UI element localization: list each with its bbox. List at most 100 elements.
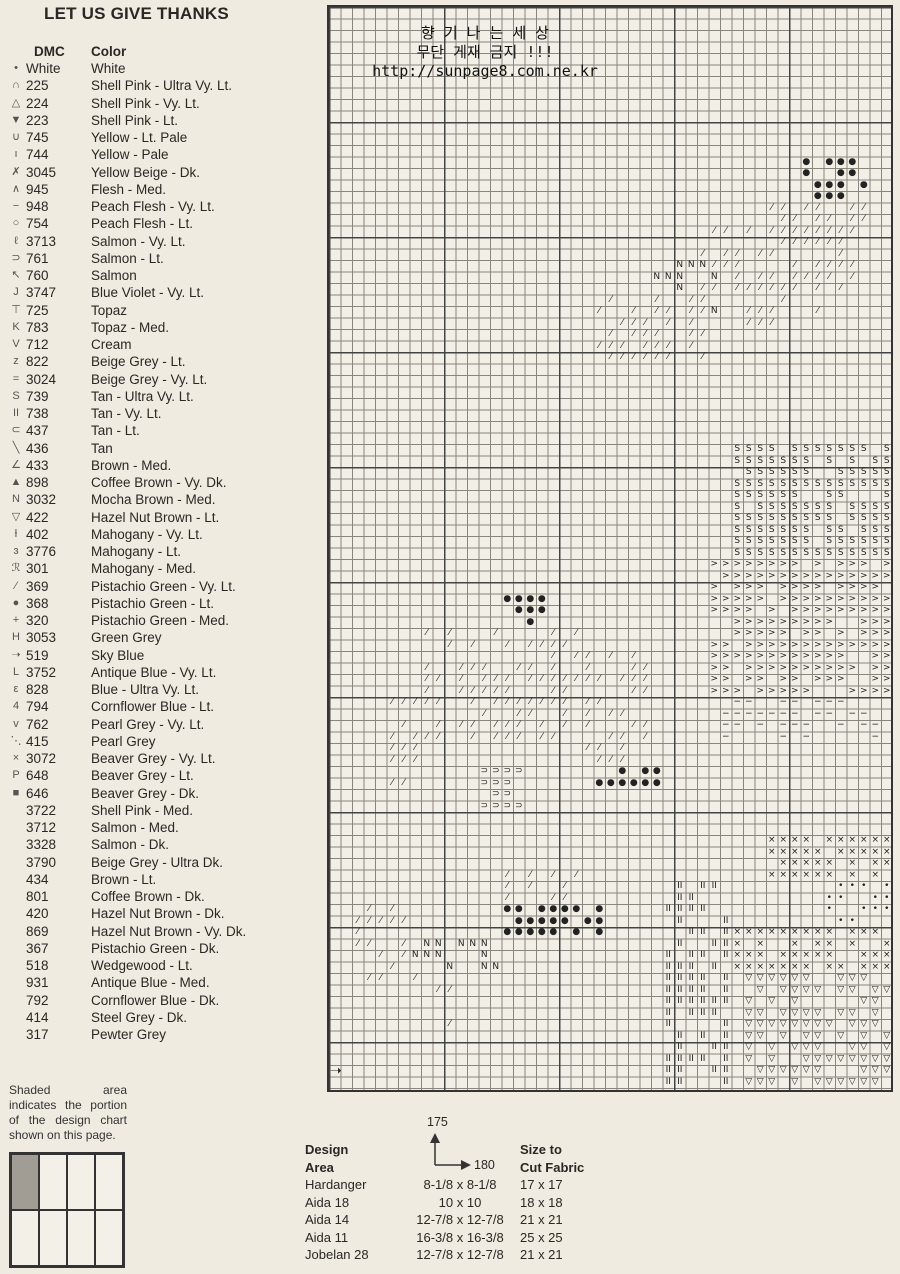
watermark: 향 기 나 는 세 상 무단 게재 금지 !!! http://sunpage8… bbox=[355, 24, 615, 81]
stitch-mark: ⁄ bbox=[414, 973, 416, 983]
stitch-mark: ▽ bbox=[768, 1042, 776, 1052]
stitch-mark: × bbox=[825, 938, 834, 949]
stitch-mark: S bbox=[872, 501, 879, 512]
stitch-mark: II bbox=[711, 1042, 717, 1052]
stitch-mark: S bbox=[745, 455, 752, 466]
stitch-mark: > bbox=[710, 639, 719, 650]
stitch-mark: ⁄ bbox=[517, 697, 520, 707]
stitch-mark: ● bbox=[514, 915, 523, 926]
stitch-mark: S bbox=[768, 501, 775, 512]
dmc-number: 402 bbox=[26, 526, 49, 542]
legend-row: ▲ 898 Coffee Brown - Vy. Dk. bbox=[8, 474, 308, 491]
dmc-number: 712 bbox=[26, 337, 49, 352]
stitch-mark: > bbox=[790, 616, 799, 627]
stitch-mark: ⁄ bbox=[793, 225, 796, 236]
stitch-mark: > bbox=[802, 628, 811, 638]
stitch-mark: ● bbox=[549, 927, 558, 937]
dmc-number: 822 bbox=[26, 354, 49, 370]
stitch-mark: ⁄ bbox=[598, 743, 600, 753]
stitch-symbol-icon bbox=[8, 905, 24, 922]
stitch-mark: > bbox=[848, 582, 857, 592]
stitch-mark: × bbox=[779, 869, 788, 880]
stitch-mark: > bbox=[871, 628, 880, 638]
stitch-mark: ● bbox=[526, 915, 535, 926]
stitch-mark: − bbox=[779, 697, 788, 707]
size-header-row: Area Cut Fabric bbox=[305, 1159, 610, 1177]
legend-row: 3722 Shell Pink - Med. bbox=[8, 802, 308, 819]
stitch-mark: ⁄ bbox=[368, 938, 370, 949]
stitch-mark: ⁄ bbox=[644, 352, 646, 362]
stitch-mark: ▽ bbox=[871, 1019, 879, 1029]
stitch-mark: ⁄ bbox=[552, 651, 554, 661]
stitch-mark: > bbox=[756, 570, 765, 581]
stitch-mark: > bbox=[721, 559, 730, 569]
legend-row: ↖ 760 Salmon bbox=[8, 267, 308, 284]
stitch-mark: ⁄ bbox=[690, 329, 692, 339]
stitch-mark: − bbox=[733, 697, 742, 707]
stitch-mark: ⁄ bbox=[379, 915, 382, 926]
stitch-mark: S bbox=[883, 444, 890, 454]
stitch-mark: × bbox=[744, 961, 753, 972]
stitch-mark: S bbox=[883, 524, 890, 535]
stitch-mark: II bbox=[665, 1007, 671, 1018]
cut-size: 21 x 21 bbox=[520, 1212, 563, 1227]
color-name: Salmon - Vy. Lt. bbox=[91, 233, 186, 249]
stitch-mark: ⁄ bbox=[414, 754, 416, 765]
stitch-mark: II bbox=[723, 938, 729, 949]
stitch-mark: ⊃ bbox=[514, 800, 523, 811]
stitch-mark: × bbox=[813, 927, 822, 937]
dmc-number: 433 bbox=[26, 457, 49, 473]
stitch-mark: ⁄ bbox=[494, 628, 497, 638]
color-name: Mahogany - Lt. bbox=[91, 544, 182, 559]
stitch-symbol-icon bbox=[8, 923, 24, 940]
color-name: Yellow Beige - Dk. bbox=[91, 164, 201, 180]
stitch-mark: II bbox=[700, 1053, 706, 1064]
stitch-mark: > bbox=[813, 639, 822, 650]
design-area-header: Area bbox=[305, 1159, 334, 1175]
stitch-mark: × bbox=[848, 869, 857, 880]
stitch-mark: ⁄ bbox=[471, 639, 474, 650]
stitch-mark: S bbox=[814, 478, 821, 489]
stitch-mark: ⁄ bbox=[793, 260, 796, 270]
stitch-mark: II bbox=[665, 1065, 671, 1075]
stitch-mark: ⁄ bbox=[483, 674, 485, 684]
stitch-mark: ⁄ bbox=[506, 881, 508, 891]
stitch-mark: ⁄ bbox=[494, 720, 497, 730]
stitch-mark: ⁄ bbox=[621, 708, 623, 719]
stitch-symbol-icon: ▼ bbox=[10, 113, 22, 126]
stitch-mark: × bbox=[859, 950, 868, 960]
stitch-mark: > bbox=[848, 570, 857, 581]
stitch-mark: × bbox=[790, 846, 799, 857]
stitch-symbol-icon: ɜ bbox=[13, 545, 19, 557]
stitch-mark: S bbox=[791, 513, 798, 523]
stitch-mark: ⁄ bbox=[736, 283, 738, 293]
stitch-mark: S bbox=[780, 536, 787, 546]
stitch-mark: > bbox=[721, 651, 730, 661]
stitch-mark: ⊃ bbox=[480, 800, 489, 811]
stitch-mark: S bbox=[768, 547, 775, 558]
stitch-mark: > bbox=[744, 674, 753, 684]
stitch-mark: × bbox=[790, 961, 799, 972]
stitch-mark: ▽ bbox=[871, 984, 879, 995]
stitch-mark: II bbox=[665, 950, 671, 960]
stitch-mark: × bbox=[790, 950, 799, 960]
size-row: Aida 18 10 x 10 18 x 18 bbox=[305, 1194, 610, 1212]
stitch-mark: ▽ bbox=[756, 1065, 764, 1075]
stitch-mark: − bbox=[871, 731, 880, 742]
legend-row: v 762 Pearl Grey - Vy. Lt. bbox=[8, 716, 308, 733]
stitch-mark: ⁄ bbox=[437, 720, 439, 730]
dmc-number: 415 bbox=[26, 733, 49, 749]
stitch-mark: S bbox=[849, 547, 856, 558]
stitch-mark: > bbox=[859, 685, 868, 696]
stitch-mark: S bbox=[768, 467, 775, 477]
stitch-mark: ⁄ bbox=[609, 708, 612, 719]
color-name: Hazel Nut Brown - Lt. bbox=[91, 509, 220, 525]
stitch-mark: ● bbox=[825, 191, 834, 201]
stitch-mark: N bbox=[710, 271, 718, 282]
stitch-mark: > bbox=[779, 616, 788, 627]
stitch-mark: N bbox=[676, 271, 684, 282]
stitch-mark: > bbox=[859, 582, 868, 592]
stitch-mark: S bbox=[883, 547, 890, 558]
stitch-mark: > bbox=[710, 685, 719, 696]
stitch-mark: > bbox=[756, 662, 765, 673]
